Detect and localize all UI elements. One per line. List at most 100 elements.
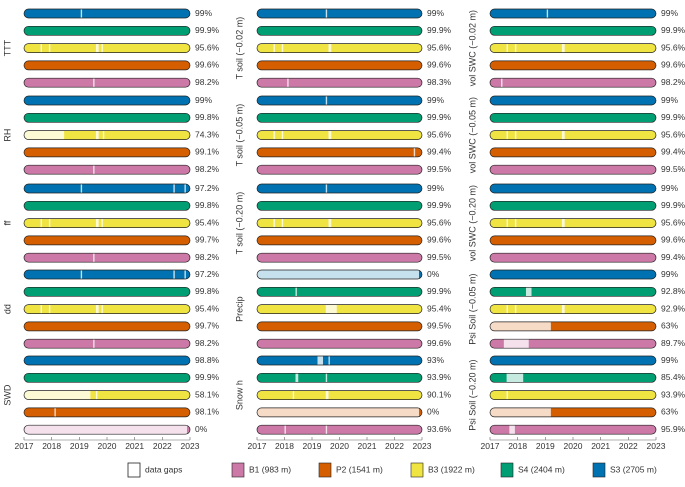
bar-outline <box>256 372 423 383</box>
bar-end-cap <box>419 304 422 314</box>
bar-fill-S3 <box>24 270 190 279</box>
bar-fill-S3 <box>257 9 422 18</box>
percent-label: 99.9% <box>427 286 452 296</box>
panel-6: T soil (−0.05 m) 99% 99.9% 95.6% 99.4% 99.5% <box>234 95 452 175</box>
bar-fill-S3 <box>24 9 190 18</box>
percent-label: 99.9% <box>427 25 452 35</box>
bar-S4 <box>490 201 656 211</box>
percent-label: 99.6% <box>427 60 452 70</box>
bar-fill-B3 <box>490 43 656 53</box>
bar-fill-S4 <box>490 201 656 211</box>
bar-end-cap <box>187 201 190 211</box>
bar-fill-B1 <box>490 339 656 349</box>
data-gap <box>292 390 295 400</box>
percent-label: 85.4% <box>661 372 685 382</box>
bar-fill-B3 <box>490 130 656 140</box>
bar-S4 <box>257 113 422 123</box>
bar-end-cap <box>653 113 656 123</box>
x-axis-1: 2017 2018 2019 2020 2021 2022 2023 <box>248 437 432 451</box>
bar-end-cap <box>419 130 422 140</box>
data-gap <box>95 43 99 53</box>
legend-swatch-B3 <box>410 462 424 478</box>
bar-outline <box>489 424 657 435</box>
bar-outline <box>256 60 423 71</box>
bar-outline <box>23 218 191 228</box>
data-gap <box>102 130 105 140</box>
bar-outline <box>256 252 423 263</box>
percent-label: 95.6% <box>427 217 452 227</box>
bar-end-cap <box>419 43 422 53</box>
percent-label: 95.9% <box>661 424 685 434</box>
percent-label: 98.1% <box>195 407 220 417</box>
data-gap <box>101 218 103 228</box>
percent-label: 99% <box>661 95 678 105</box>
bar-end-cap <box>187 235 190 245</box>
bar-end-cap <box>419 26 422 36</box>
bar-S4 <box>490 373 656 383</box>
bar-B1 <box>257 165 422 175</box>
panel-label: T soil (−0.05 m) <box>234 104 244 167</box>
bar-end-cap <box>419 60 422 70</box>
bar-S4 <box>24 287 190 297</box>
bar-fill-B1 <box>257 425 422 435</box>
data-gap <box>501 78 503 88</box>
tick-label: 2021 <box>125 441 144 451</box>
data-gap <box>328 43 332 53</box>
bar-fill-S3 <box>257 96 422 105</box>
bar-end-cap <box>187 253 190 263</box>
percent-label: 63% <box>661 321 678 331</box>
bar-outline <box>256 164 423 175</box>
percent-label: 99.8% <box>195 112 220 122</box>
bar-outline <box>489 321 657 332</box>
bar-end-cap <box>419 253 422 263</box>
bar-end-cap <box>187 356 190 365</box>
bar-fill-B1 <box>24 253 190 263</box>
bar-B3 <box>24 218 190 228</box>
data-gap <box>490 407 551 417</box>
bar-end-cap <box>653 339 656 349</box>
bar-outline <box>23 147 191 158</box>
bar-S4 <box>24 373 190 383</box>
data-gap <box>95 218 99 228</box>
percent-label: 95.4% <box>427 303 452 313</box>
bar-P2 <box>24 147 190 157</box>
bar-B3 <box>257 390 422 400</box>
bar-end-cap <box>419 78 422 88</box>
bar-fill-P2 <box>490 321 656 331</box>
bar-end-cap <box>653 321 656 331</box>
bar-end-cap <box>187 184 190 193</box>
bar-S3 <box>257 356 422 365</box>
panel-13: Psi Soil (−0.05 m) 99% 92.8% 92.9% 63% 89.7% <box>467 269 685 349</box>
bar-B3 <box>24 43 190 53</box>
bar-B1 <box>24 339 190 349</box>
bar-outline <box>489 304 657 314</box>
data-gap <box>281 218 284 228</box>
data-gap <box>295 373 299 383</box>
bar-outline <box>256 321 423 332</box>
percent-label: 99.8% <box>195 200 220 210</box>
data-gap <box>325 96 328 105</box>
percent-label: 92.8% <box>661 286 685 296</box>
tick-label: 2018 <box>275 441 294 451</box>
tick-label: 2017 <box>248 441 267 451</box>
bar-end-cap <box>187 425 190 435</box>
bar-end-cap <box>187 304 190 314</box>
percent-label: 99.6% <box>427 338 452 348</box>
bar-end-cap <box>653 26 656 36</box>
bar-P2 <box>490 235 656 245</box>
tick-label: 2022 <box>619 441 638 451</box>
bar-B3 <box>24 304 190 314</box>
legend-label-B1: B1 (983 m) <box>249 464 291 474</box>
bar-S4 <box>490 113 656 123</box>
bar-fill-S3 <box>24 184 190 193</box>
bar-outline <box>489 8 657 19</box>
panel-12: vol SWC (−0.20 m) 99% 99.9% 95.6% 99.6% 99.4% <box>467 183 685 263</box>
bar-fill-B3 <box>257 130 422 140</box>
bar-S4 <box>490 26 656 36</box>
bar-end-cap <box>653 235 656 245</box>
tick-label: 2020 <box>98 441 117 451</box>
percent-label: 74.3% <box>195 129 220 139</box>
percent-label: 63% <box>661 407 678 417</box>
data-gap <box>173 270 175 279</box>
bar-outline <box>256 424 423 435</box>
